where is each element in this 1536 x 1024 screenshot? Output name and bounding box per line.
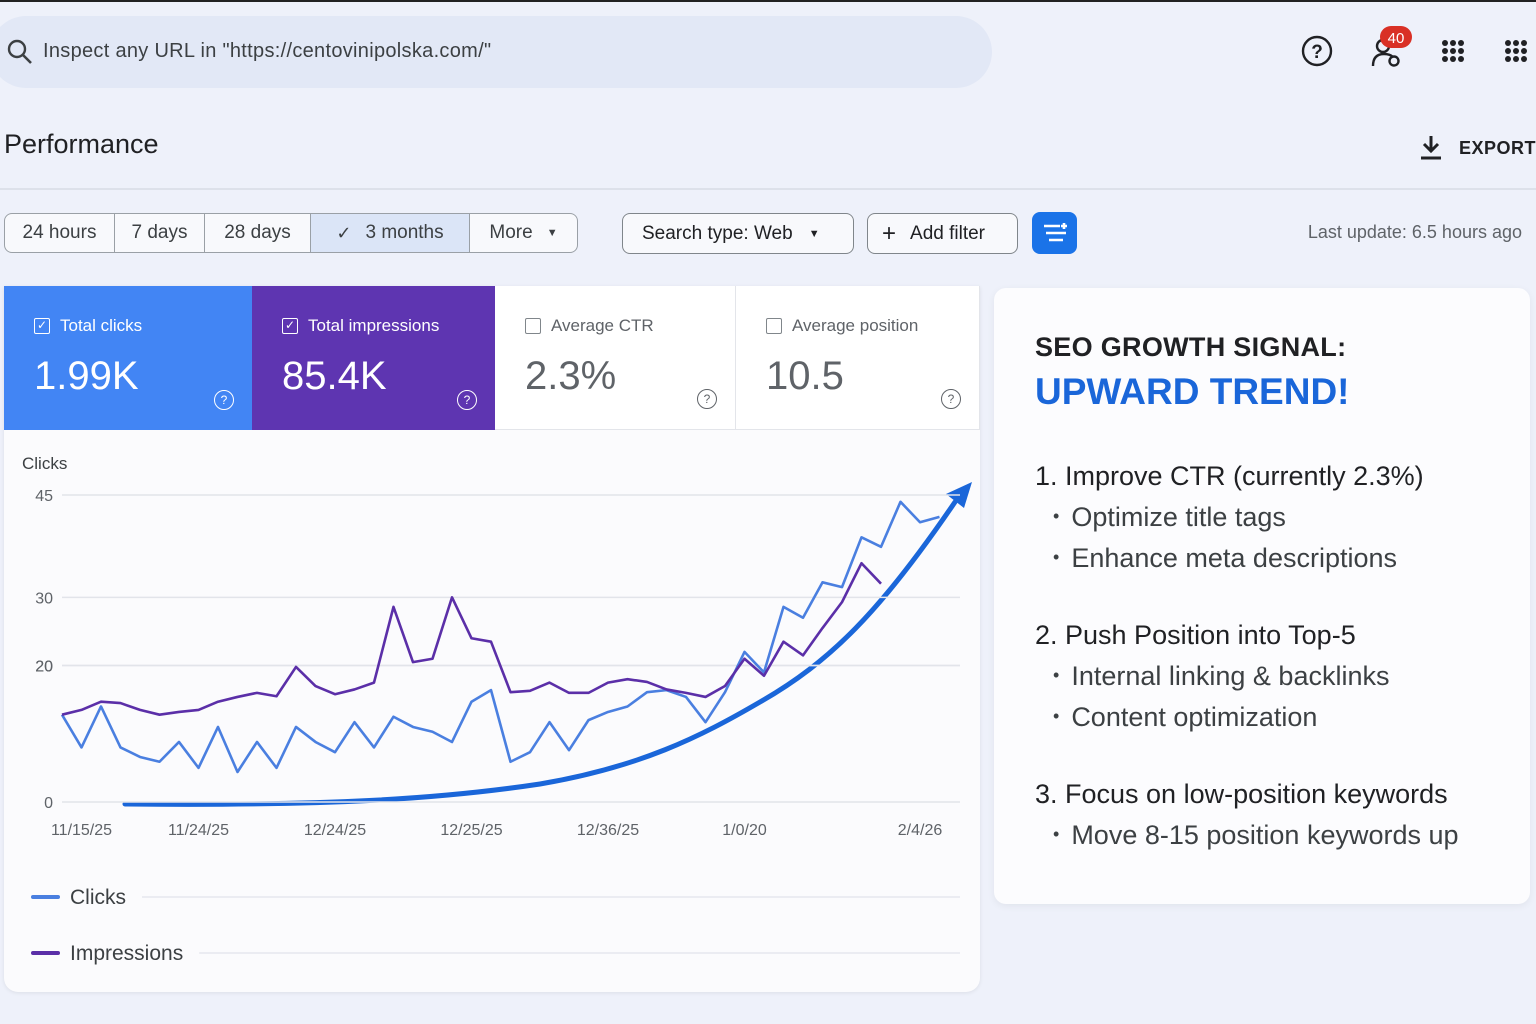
x-tick-label: 12/25/25: [440, 822, 502, 839]
export-icon[interactable]: [1421, 136, 1441, 160]
metric-label-row: ✓ Total impressions: [282, 316, 495, 336]
y-tick-label: 0: [44, 795, 53, 812]
check-icon: ✓: [336, 222, 352, 243]
help-icon: ?: [941, 389, 961, 409]
metric-label: Total clicks: [60, 316, 143, 335]
plus-icon: +: [882, 219, 897, 247]
y-tick-label: 45: [35, 488, 53, 505]
y-tick-label: 30: [35, 590, 53, 607]
panel-section: 1. Improve CTR (currently 2.3%) Optimize …: [1035, 461, 1530, 574]
metric-tile[interactable]: ✓ Total impressions 85.4K?: [252, 286, 495, 430]
divider: [0, 188, 1536, 190]
range-option[interactable]: 28 days: [204, 213, 311, 253]
apps-icon[interactable]: [1442, 40, 1464, 62]
panel-section: 2. Push Position into Top-5 Internal link…: [1035, 620, 1530, 733]
search-placeholder[interactable]: Inspect any URL in "https://centovinipol…: [43, 40, 492, 62]
legend-label[interactable]: Clicks: [70, 886, 126, 909]
range-label: 7 days: [131, 222, 188, 243]
apps-icon-2[interactable]: [1505, 40, 1527, 62]
series-line: [61, 561, 882, 716]
section-title: 1. Improve CTR (currently 2.3%): [1035, 461, 1424, 491]
badge: [1380, 26, 1412, 48]
export-button[interactable]: EXPORT: [1459, 138, 1536, 158]
badge-count: 40: [1388, 30, 1405, 47]
series-line: [60, 500, 940, 774]
y-tick-label: 20: [35, 659, 53, 676]
trend-arrow: [122, 499, 958, 807]
y-axis-label: Clicks: [22, 454, 67, 473]
metric-tile[interactable]: Average CTR 2.3%?: [495, 286, 736, 430]
help-glyph: ?: [1311, 42, 1323, 63]
x-tick-label: 2/4/26: [898, 822, 943, 839]
section-item: Enhance meta descriptions: [1053, 543, 1530, 574]
metric-tile[interactable]: ✓ Total clicks 1.99K?: [4, 286, 252, 430]
x-tick-label: 12/36/25: [577, 822, 639, 839]
help-icon: ?: [214, 390, 234, 410]
gear-icon: [1388, 55, 1400, 67]
search-type-button[interactable]: Search type: Web ▼: [622, 213, 854, 254]
metric-value: 85.4K: [282, 354, 387, 398]
range-option[interactable]: More ▼: [469, 213, 578, 253]
checkbox[interactable]: [525, 318, 541, 334]
metric-value: 10.5: [766, 354, 844, 398]
checkbox[interactable]: ✓: [34, 318, 50, 334]
dropdown-arrow: ▼: [546, 227, 558, 239]
x-tick-label: 11/15/25: [51, 822, 112, 839]
x-tick-label: 11/24/25: [168, 822, 229, 839]
metric-value: 1.99K: [34, 354, 139, 398]
section-title: 3. Focus on low-position keywords: [1035, 779, 1448, 809]
metric-label: Total impressions: [308, 316, 440, 335]
range-option[interactable]: 24 hours: [4, 213, 115, 253]
search-type-label: Search type: Web: [642, 222, 793, 244]
metric-label: Average position: [792, 316, 919, 335]
account-body: [1371, 52, 1394, 67]
metric-label-row: Average position: [766, 316, 979, 336]
range-option[interactable]: 7 days: [114, 213, 205, 253]
help-icon[interactable]: [1301, 35, 1333, 67]
range-option[interactable]: ✓ 3 months: [310, 213, 470, 253]
metric-label: Average CTR: [551, 316, 654, 335]
help-icon: ?: [697, 389, 717, 409]
last-update: Last update: 6.5 hours ago: [1307, 222, 1522, 242]
metric-tile[interactable]: Average position 10.5?: [736, 286, 980, 430]
section-item: Internal linking & backlinks: [1053, 661, 1530, 692]
panel-section: 3. Focus on low-position keywords Move 8-…: [1035, 779, 1530, 851]
section-title: 2. Push Position into Top-5: [1035, 620, 1356, 650]
dropdown-arrow: ▼: [808, 227, 820, 240]
page-title: Performance: [4, 129, 159, 159]
insight-panel: SEO GROWTH SIGNAL: UPWARD TREND! 1. Impr…: [994, 288, 1530, 904]
metric-label-row: Average CTR: [525, 316, 735, 336]
add-filter-label: Add filter: [910, 222, 985, 244]
add-filter-button[interactable]: + Add filter: [867, 213, 1018, 254]
search-bar[interactable]: [0, 16, 992, 88]
search-icon-handle: [22, 54, 32, 64]
metric-value: 2.3%: [525, 354, 617, 398]
legend-label[interactable]: Impressions: [70, 942, 183, 965]
panel-heading: SEO GROWTH SIGNAL:: [1035, 332, 1347, 362]
metric-label-row: ✓ Total clicks: [34, 316, 252, 336]
checkbox[interactable]: ✓: [282, 318, 298, 334]
panel-highlight: UPWARD TREND!: [1035, 371, 1350, 412]
checkbox[interactable]: [766, 318, 782, 334]
range-label: 24 hours: [22, 222, 97, 243]
x-tick-label: 1/0/20: [722, 822, 767, 839]
filter-glyph: [1044, 223, 1067, 242]
search-icon[interactable]: [7, 39, 27, 59]
x-tick-label: 12/24/25: [304, 822, 366, 839]
range-label: 28 days: [224, 222, 291, 243]
range-label: More: [489, 222, 533, 243]
help-icon: ?: [457, 390, 477, 410]
y-tick-label: 20: [35, 659, 53, 676]
section-item: Optimize title tags: [1053, 502, 1530, 533]
section-item: Content optimization: [1053, 702, 1530, 733]
range-label: 3 months: [365, 222, 444, 243]
section-item: Move 8-15 position keywords up: [1053, 820, 1530, 851]
